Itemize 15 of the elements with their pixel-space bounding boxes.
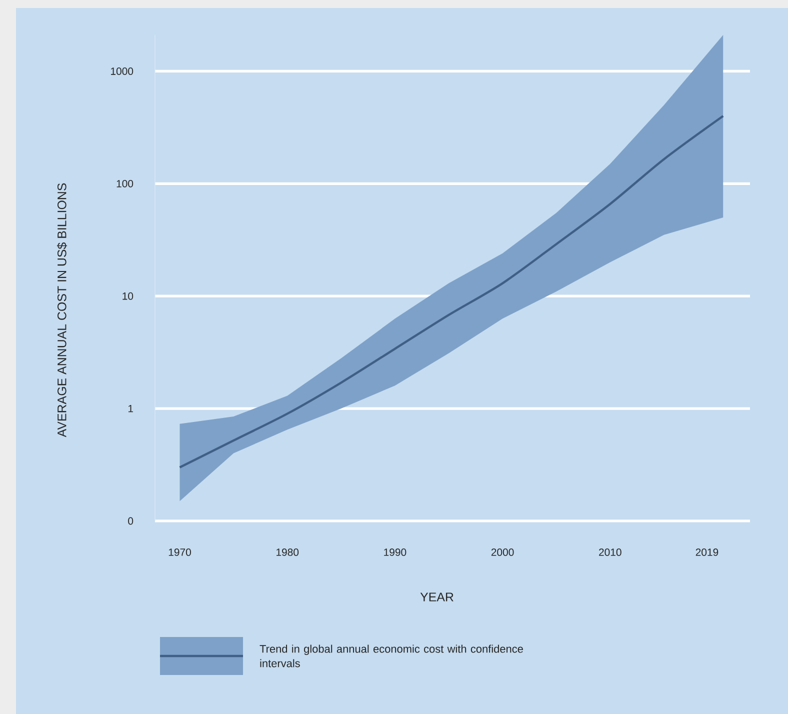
x-tick-label: 1970 [168,548,191,556]
y-tick-label: 1 [128,404,133,412]
x-tick-label: 2019 [696,548,718,556]
x-tick-label: 2000 [491,548,514,556]
x-tick-label: 1980 [276,548,299,556]
y-tick-label: 0 [128,517,134,525]
y-tick-label: 1000 [111,68,134,75]
y-axis-title: AVERAGE ANNUAL COST IN US$ BILLIONS [56,183,68,438]
line-series [178,114,724,468]
y-tick-label: 10 [122,292,134,300]
y-tick-label: 100 [116,180,134,188]
x-axis-title: YEAR [420,592,454,602]
x-tick-label: 1990 [384,548,406,556]
text: Trend in global annual economic cost with confidence intervals [260,644,523,668]
x-tick-label: 2010 [599,548,622,556]
